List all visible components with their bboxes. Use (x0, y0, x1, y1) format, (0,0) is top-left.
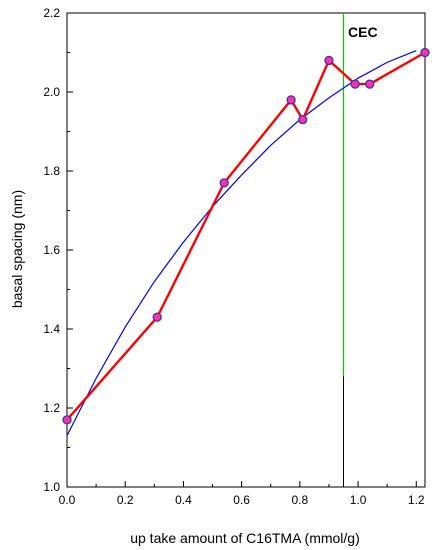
plot-area: 0.0 0.2 0.4 0.6 0.8 1.0 1.2 1.0 1.2 1.4 1.6 1.8 2.0 2… (43, 6, 430, 507)
x-tick-label-3: 0.6 (233, 493, 250, 507)
measured-line (66, 51, 426, 421)
x-tick-label-0: 0.0 (59, 493, 76, 507)
y-tick-label-4: 1.8 (43, 164, 60, 178)
y-axis-title: basal spacing (nm) (9, 190, 25, 308)
x-tick-label-5: 1.0 (350, 493, 367, 507)
data-point-5 (324, 55, 334, 66)
y-tick-label-1: 1.2 (43, 401, 60, 415)
y-tick-label-6: 2.2 (43, 6, 60, 20)
data-point-8 (420, 47, 430, 58)
data-point-0 (62, 415, 72, 425)
x-tick-label-4: 0.8 (292, 493, 309, 507)
data-point-1 (152, 312, 162, 322)
data-point-2 (219, 178, 229, 188)
data-point-6 (350, 79, 360, 89)
x-tick-label-1: 0.2 (117, 493, 134, 507)
data-point-4 (298, 115, 308, 125)
cec-annotation-label: CEC (348, 24, 378, 40)
data-point-7 (365, 79, 375, 89)
y-tick-label-2: 1.4 (43, 322, 60, 336)
y-tick-label-5: 2.0 (43, 85, 60, 99)
x-axis-title: up take amount of C16TMA (mmol/g) (130, 530, 360, 546)
data-point-3 (286, 95, 296, 105)
y-tick-label-0: 1.0 (43, 480, 60, 494)
x-tick-label-2: 0.4 (175, 493, 192, 507)
fit-curve (66, 49, 417, 436)
y-tick-label-3: 1.6 (43, 243, 60, 257)
x-tick-label-6: 1.2 (408, 493, 425, 507)
